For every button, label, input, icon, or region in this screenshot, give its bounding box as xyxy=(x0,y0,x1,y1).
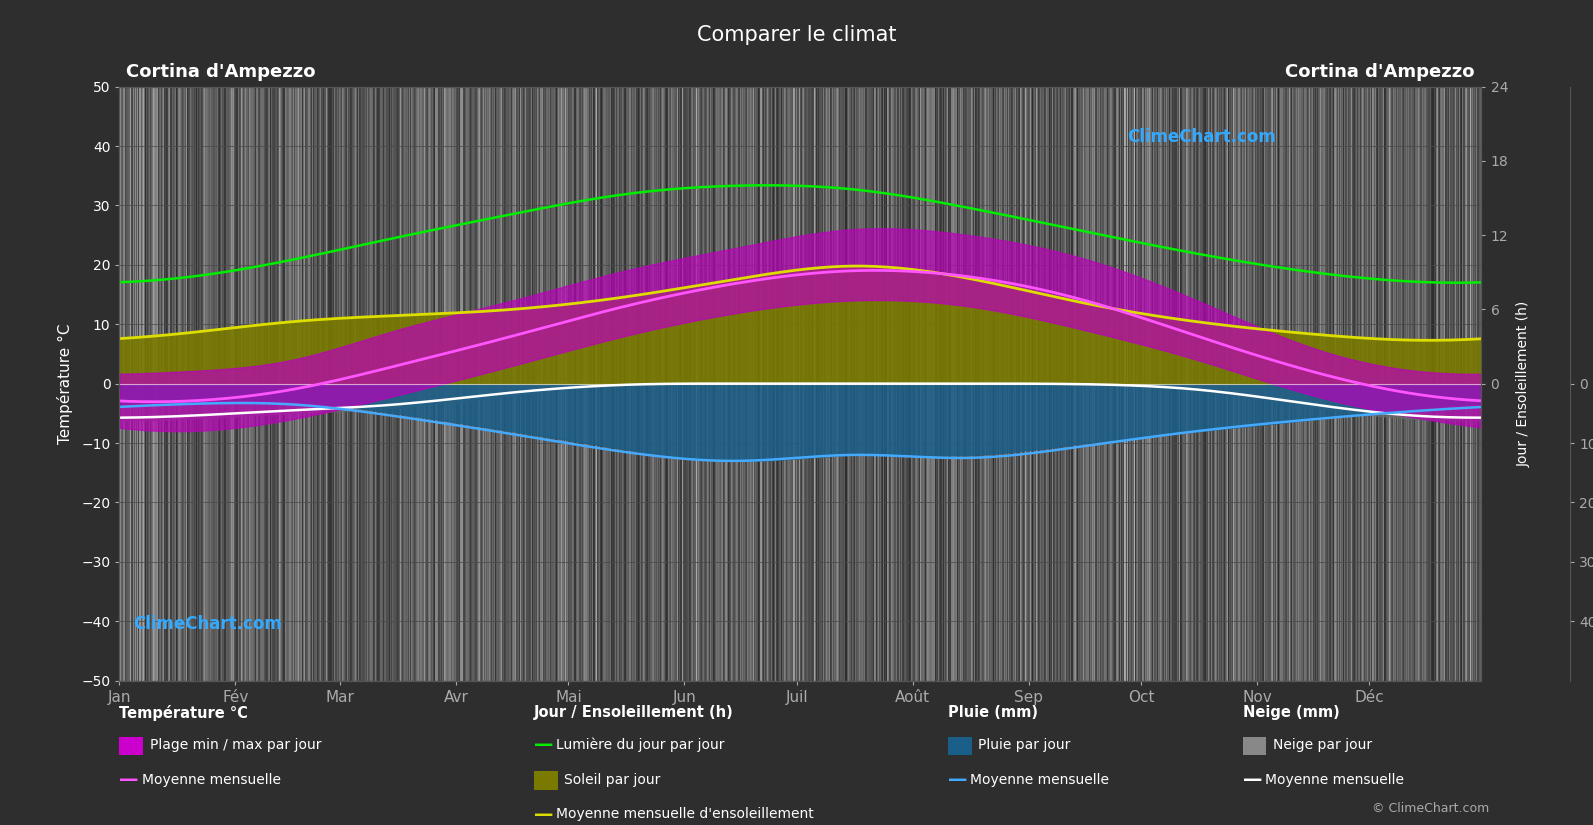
Text: —: — xyxy=(534,735,553,755)
Text: Jour / Ensoleillement (h): Jour / Ensoleillement (h) xyxy=(534,705,733,720)
Text: Neige (mm): Neige (mm) xyxy=(1243,705,1340,720)
Text: ClimeChart.com: ClimeChart.com xyxy=(134,615,282,633)
Text: Moyenne mensuelle d'ensoleillement: Moyenne mensuelle d'ensoleillement xyxy=(556,808,814,821)
Text: Moyenne mensuelle: Moyenne mensuelle xyxy=(970,773,1109,786)
Text: Neige par jour: Neige par jour xyxy=(1273,738,1372,752)
Text: Moyenne mensuelle: Moyenne mensuelle xyxy=(1265,773,1403,786)
Text: © ClimeChart.com: © ClimeChart.com xyxy=(1372,802,1489,815)
Text: Plage min / max par jour: Plage min / max par jour xyxy=(150,738,322,752)
Y-axis label: Température °C: Température °C xyxy=(57,323,73,444)
Text: Cortina d'Ampezzo: Cortina d'Ampezzo xyxy=(126,63,315,81)
Text: Moyenne mensuelle: Moyenne mensuelle xyxy=(142,773,280,786)
Text: —: — xyxy=(534,804,553,824)
Text: Température °C: Température °C xyxy=(119,705,249,721)
Text: Lumière du jour par jour: Lumière du jour par jour xyxy=(556,738,725,752)
Text: Soleil par jour: Soleil par jour xyxy=(564,773,660,786)
Text: Pluie par jour: Pluie par jour xyxy=(978,738,1070,752)
Text: Pluie (mm): Pluie (mm) xyxy=(948,705,1037,720)
Text: Comparer le climat: Comparer le climat xyxy=(696,25,897,45)
Text: ClimeChart.com: ClimeChart.com xyxy=(1128,128,1276,146)
Text: Cortina d'Ampezzo: Cortina d'Ampezzo xyxy=(1286,63,1475,81)
Text: —: — xyxy=(119,770,139,790)
Text: —: — xyxy=(1243,770,1262,790)
Text: —: — xyxy=(948,770,967,790)
Y-axis label: Jour / Ensoleillement (h): Jour / Ensoleillement (h) xyxy=(1517,300,1531,467)
